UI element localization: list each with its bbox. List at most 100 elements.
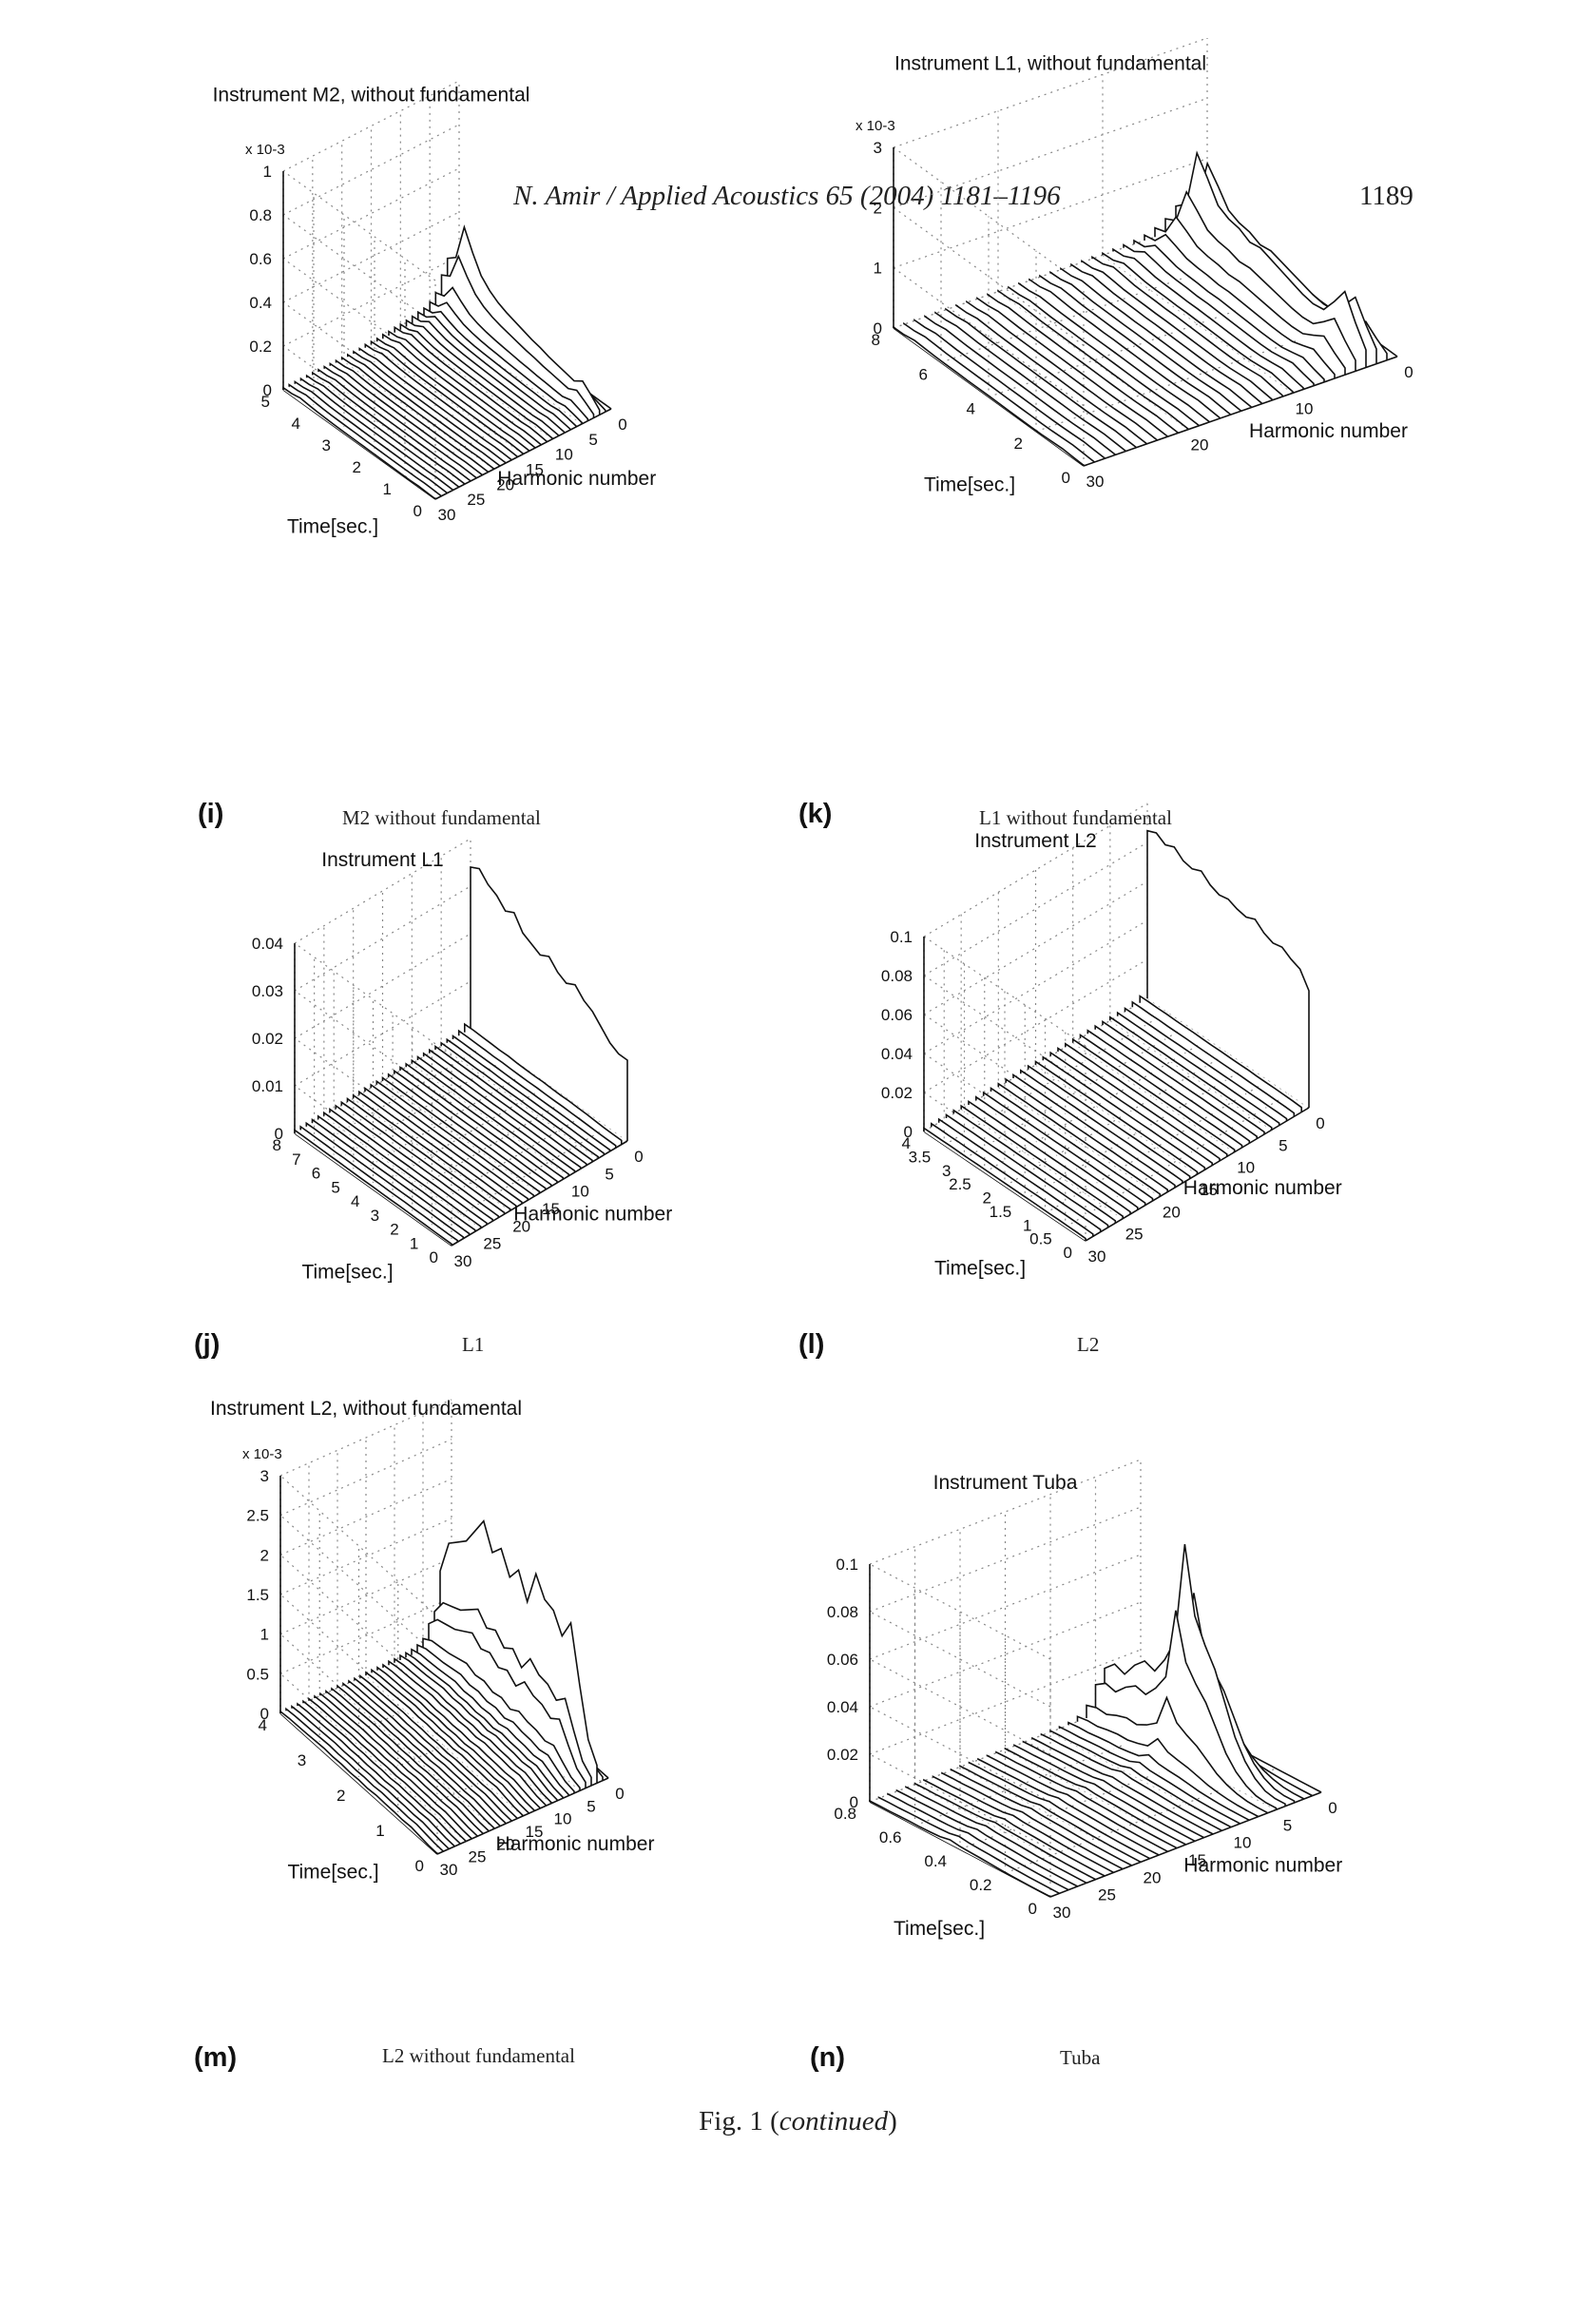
- traces-n: [869, 1543, 1322, 1898]
- x-tick-label: 0: [615, 1785, 624, 1803]
- harmonic-trace: [955, 303, 1147, 445]
- y-tick-label: 6: [919, 365, 928, 383]
- z-tick-label: 0.03: [252, 982, 283, 1000]
- harmonic-trace: [348, 1679, 507, 1825]
- y-tick-label: 1.5: [990, 1203, 1012, 1221]
- z-tick-label: 0: [904, 1123, 913, 1141]
- harmonic-trace: [941, 1771, 1124, 1870]
- harmonic-trace: [1154, 215, 1346, 376]
- z-tick-label: 0.04: [881, 1045, 913, 1063]
- y-tick-label: 4: [967, 400, 975, 418]
- panel-caption-m: L2 without fundamental: [382, 2044, 575, 2067]
- harmonic-trace: [1018, 281, 1210, 423]
- y-tick-label: 2: [983, 1189, 991, 1208]
- y-tick-label: 0: [1064, 1244, 1072, 1262]
- harmonic-trace: [1029, 278, 1221, 419]
- traces-j: [294, 866, 628, 1246]
- harmonic-trace: [346, 1097, 506, 1214]
- grid-line: [923, 919, 1148, 1054]
- harmonic-trace: [387, 1073, 547, 1190]
- harmonic-trace: [394, 1657, 552, 1804]
- x-tick-label: 15: [542, 1200, 560, 1218]
- z-tick-label: 0.04: [827, 1698, 858, 1716]
- grid-line: [341, 358, 495, 470]
- harmonic-trace: [1112, 247, 1304, 390]
- panel-caption-n: Tuba: [1060, 2046, 1101, 2069]
- harmonic-trace: [347, 353, 501, 467]
- harmonic-trace: [1008, 285, 1200, 426]
- harmonic-trace: [1131, 1000, 1296, 1117]
- traces-l: [923, 829, 1310, 1241]
- panel-caption-j: L1: [462, 1333, 485, 1356]
- z-tick-label: 0: [263, 381, 272, 399]
- grid-line: [1095, 1713, 1277, 1810]
- grid-line: [869, 1601, 1142, 1708]
- panel-caption-i: M2 without fundamental: [342, 806, 541, 829]
- y-tick-label: 0.8: [834, 1805, 856, 1823]
- x-tick-label: 25: [1125, 1226, 1144, 1244]
- harmonic-trace: [423, 306, 577, 427]
- harmonic-trace: [285, 1707, 444, 1852]
- harmonic-trace: [399, 1066, 558, 1183]
- chart-title: Instrument L1: [321, 849, 443, 871]
- harmonic-trace: [997, 1082, 1162, 1197]
- x-axis-label: Harmonic number: [496, 1833, 655, 1855]
- chart-title: Instrument M2, without fundamental: [213, 85, 530, 106]
- x-tick-label: 20: [497, 1835, 515, 1853]
- grid-line: [294, 1085, 452, 1199]
- x-tick-label: 0: [634, 1148, 643, 1166]
- harmonic-trace: [1124, 1007, 1288, 1121]
- harmonic-trace: [375, 337, 530, 452]
- z-tick-label: 0.5: [246, 1665, 269, 1683]
- harmonic-trace: [299, 1125, 458, 1243]
- x-tick-label: 20: [1144, 1868, 1162, 1886]
- harmonic-trace: [1049, 1730, 1232, 1828]
- grid-line: [282, 170, 436, 281]
- y-tick-label: 4: [259, 1716, 267, 1734]
- harmonic-trace: [945, 1113, 1109, 1228]
- grid-line: [279, 1518, 452, 1595]
- z-tick-label: 0: [874, 319, 882, 338]
- harmonic-trace: [457, 1029, 617, 1149]
- harmonic-trace: [429, 300, 583, 424]
- harmonic-trace: [952, 1109, 1117, 1224]
- y-axis-label: Time[sec.]: [924, 474, 1015, 496]
- y-tick-label: 0.5: [1029, 1230, 1052, 1248]
- z-tick-label: 0.1: [836, 1556, 858, 1574]
- grid-line: [353, 1097, 511, 1211]
- harmonic-trace: [934, 311, 1126, 452]
- harmonic-trace: [311, 1118, 471, 1235]
- y-tick-label: 6: [312, 1165, 320, 1183]
- x-tick-label: 10: [555, 446, 573, 464]
- grid-line: [279, 1475, 438, 1617]
- z-tick-label: 0.4: [249, 294, 272, 312]
- y-tick-label: 5: [331, 1178, 339, 1196]
- y-tick-label: 8: [273, 1136, 281, 1154]
- grid-line: [279, 1478, 452, 1556]
- x-tick-label: 10: [1237, 1159, 1255, 1177]
- harmonic-trace: [371, 1668, 529, 1814]
- figure-caption-label: Fig. 1: [699, 2106, 763, 2136]
- grid-line: [294, 885, 471, 992]
- harmonic-trace: [1086, 1695, 1268, 1814]
- harmonic-trace: [1086, 1029, 1251, 1144]
- harmonic-trace: [1123, 243, 1315, 386]
- y-tick-label: 1: [410, 1234, 418, 1252]
- harmonic-trace: [440, 1041, 599, 1159]
- x-tick-label: 25: [1098, 1886, 1116, 1904]
- x-tick-label: 5: [588, 431, 597, 449]
- harmonic-trace: [302, 1699, 461, 1845]
- chart-title: Instrument L2, without fundamental: [210, 1398, 522, 1420]
- harmonic-trace: [340, 1100, 500, 1218]
- harmonic-trace: [997, 289, 1189, 430]
- harmonic-trace: [446, 1037, 606, 1155]
- grid-line: [282, 258, 436, 369]
- y-axis-label: Time[sec.]: [934, 1258, 1026, 1280]
- harmonic-trace: [429, 1048, 587, 1166]
- x-tick-label: 15: [526, 1823, 544, 1841]
- harmonic-trace: [1020, 1069, 1183, 1184]
- z-tick-label: 0.02: [827, 1746, 858, 1764]
- harmonic-trace: [1031, 1736, 1214, 1835]
- y-tick-label: 4: [902, 1134, 911, 1152]
